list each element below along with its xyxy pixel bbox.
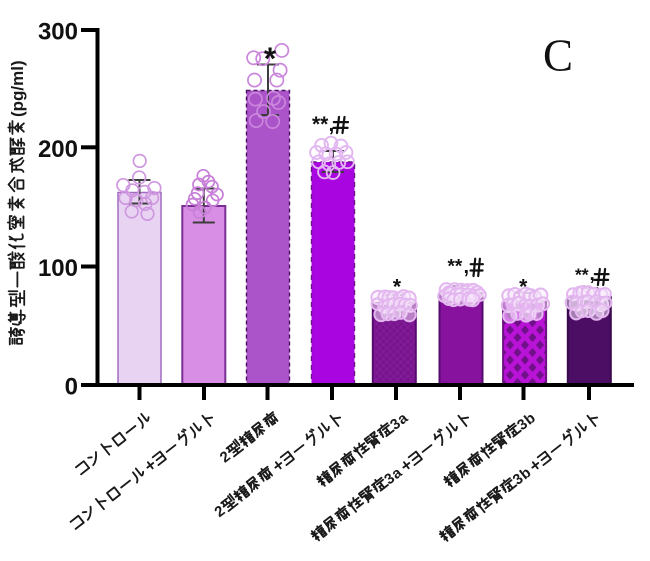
svg-text:C: C (543, 31, 573, 81)
svg-text:*: * (519, 276, 528, 299)
svg-text:300: 300 (38, 19, 78, 46)
svg-text:100: 100 (38, 255, 78, 282)
svg-text:,: , (464, 256, 470, 278)
svg-text:200: 200 (38, 136, 78, 163)
svg-text:*: * (264, 40, 277, 76)
svg-text:**: ** (448, 257, 463, 278)
svg-text:*: * (393, 276, 402, 299)
svg-text:(pg/ml): (pg/ml) (8, 60, 27, 117)
svg-text:**: ** (312, 113, 329, 136)
svg-text:,: , (329, 113, 335, 136)
svg-text:**: ** (575, 264, 589, 284)
svg-text:0: 0 (65, 374, 78, 401)
svg-text:,: , (590, 264, 595, 285)
